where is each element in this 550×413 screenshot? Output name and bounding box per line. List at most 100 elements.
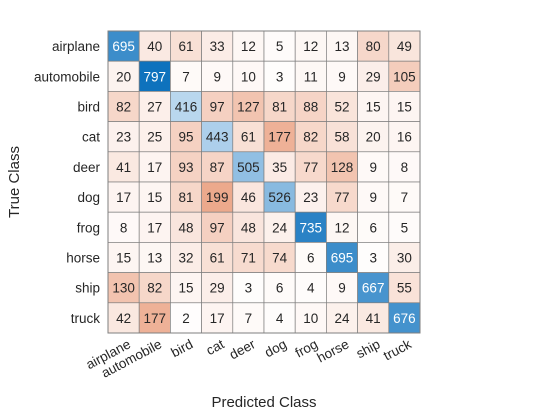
matrix-border [107, 30, 421, 334]
matrix-cell-dog-deer [232, 181, 265, 213]
cell-value: 15 [366, 100, 381, 115]
matrix-cell-automobile-automobile [138, 60, 171, 92]
matrix-cell-deer-automobile [138, 151, 171, 183]
cell-value: 16 [397, 130, 412, 145]
matrix-cell-frog-ship [357, 211, 390, 243]
matrix-cell-frog-dog [263, 211, 296, 243]
matrix-cell-truck-frog [294, 302, 327, 334]
cell-value: 35 [272, 160, 287, 175]
matrix-cell-airplane-automobile [138, 30, 171, 62]
cell-value: 27 [147, 100, 162, 115]
cell-value: 15 [397, 100, 412, 115]
matrix-cell-deer-dog [263, 151, 296, 183]
cell-value: 5 [276, 39, 284, 54]
cell-value: 199 [206, 190, 229, 205]
matrix-cell-truck-horse [326, 302, 358, 334]
cell-value: 29 [210, 281, 225, 296]
cell-value: 3 [245, 281, 253, 296]
matrix-cell-automobile-frog [294, 60, 327, 92]
matrix-cell-ship-ship [357, 272, 390, 304]
matrix-cell-bird-automobile [138, 91, 171, 122]
cell-value: 97 [210, 220, 225, 235]
matrix-cell-cat-airplane [107, 121, 140, 153]
matrix-cell-deer-bird [170, 151, 202, 183]
cell-value: 33 [210, 39, 225, 54]
cell-value: 443 [206, 130, 229, 145]
matrix-cell-airplane-dog [263, 30, 296, 62]
matrix-cell-horse-deer [232, 242, 265, 273]
cell-value: 6 [276, 281, 284, 296]
cell-value: 25 [147, 130, 162, 145]
cell-value: 46 [241, 190, 256, 205]
cell-value: 30 [397, 251, 412, 266]
cell-value: 9 [213, 69, 221, 84]
cell-value: 695 [112, 39, 135, 54]
cell-value: 93 [178, 160, 193, 175]
cell-value: 82 [116, 100, 131, 115]
matrix-cell-automobile-horse [326, 60, 358, 92]
matrix-cell-dog-bird [170, 181, 202, 213]
matrix-cell-frog-frog [294, 211, 327, 243]
matrix-cell-truck-truck [388, 302, 421, 334]
y-tick-truck: truck [71, 311, 101, 326]
y-axis-label: True Class [6, 146, 23, 218]
cell-value: 48 [178, 220, 193, 235]
y-tick-dog: dog [77, 190, 100, 205]
matrix-cell-automobile-truck [388, 60, 421, 92]
cell-value: 3 [369, 251, 377, 266]
matrix-cell-bird-bird [170, 91, 202, 122]
cell-value: 416 [175, 100, 198, 115]
cell-value: 77 [303, 160, 318, 175]
cell-value: 526 [268, 190, 291, 205]
cell-value: 82 [147, 281, 162, 296]
y-tick-frog: frog [77, 220, 100, 235]
cell-value: 32 [178, 251, 193, 266]
cell-value: 17 [210, 311, 225, 326]
cell-value: 42 [116, 311, 131, 326]
cell-value: 10 [241, 69, 256, 84]
cell-value: 24 [272, 220, 288, 235]
cell-value: 20 [366, 130, 381, 145]
cell-value: 58 [334, 130, 349, 145]
matrix-cell-horse-cat [201, 242, 234, 273]
cell-value: 12 [303, 39, 318, 54]
cell-value: 97 [210, 100, 225, 115]
matrix-cell-dog-airplane [107, 181, 140, 213]
y-tick-cat: cat [82, 130, 100, 145]
cell-value: 505 [237, 160, 260, 175]
cell-value: 8 [120, 220, 128, 235]
matrix-cell-cat-dog [263, 121, 296, 153]
cell-value: 177 [268, 130, 291, 145]
matrix-cell-dog-ship [357, 181, 390, 213]
cell-value: 81 [272, 100, 287, 115]
matrix-cell-horse-horse [326, 242, 358, 273]
cell-value: 676 [393, 311, 416, 326]
y-tick-deer: deer [73, 160, 101, 175]
matrix-cell-ship-cat [201, 272, 234, 304]
matrix-cell-deer-truck [388, 151, 421, 183]
cell-value: 20 [116, 69, 131, 84]
cell-value: 105 [393, 69, 416, 84]
matrix-cell-cat-truck [388, 121, 421, 153]
cell-value: 40 [147, 39, 162, 54]
cell-value: 6 [369, 220, 377, 235]
cell-value: 95 [178, 130, 193, 145]
cell-value: 82 [303, 130, 318, 145]
matrix-cell-bird-airplane [107, 91, 140, 122]
matrix-cell-dog-dog [263, 181, 296, 213]
matrix-cell-deer-horse [326, 151, 358, 183]
matrix-cell-frog-cat [201, 211, 234, 243]
matrix-cell-bird-ship [357, 91, 390, 122]
matrix-cell-horse-frog [294, 242, 327, 273]
matrix-cell-ship-bird [170, 272, 202, 304]
cell-value: 7 [401, 190, 409, 205]
matrix-cell-frog-airplane [107, 211, 140, 243]
matrix-cell-truck-dog [263, 302, 296, 334]
y-tick-ship: ship [75, 281, 100, 296]
matrix-cell-truck-ship [357, 302, 390, 334]
cell-value: 8 [401, 160, 409, 175]
cell-value: 9 [369, 160, 377, 175]
cell-value: 11 [304, 69, 318, 84]
